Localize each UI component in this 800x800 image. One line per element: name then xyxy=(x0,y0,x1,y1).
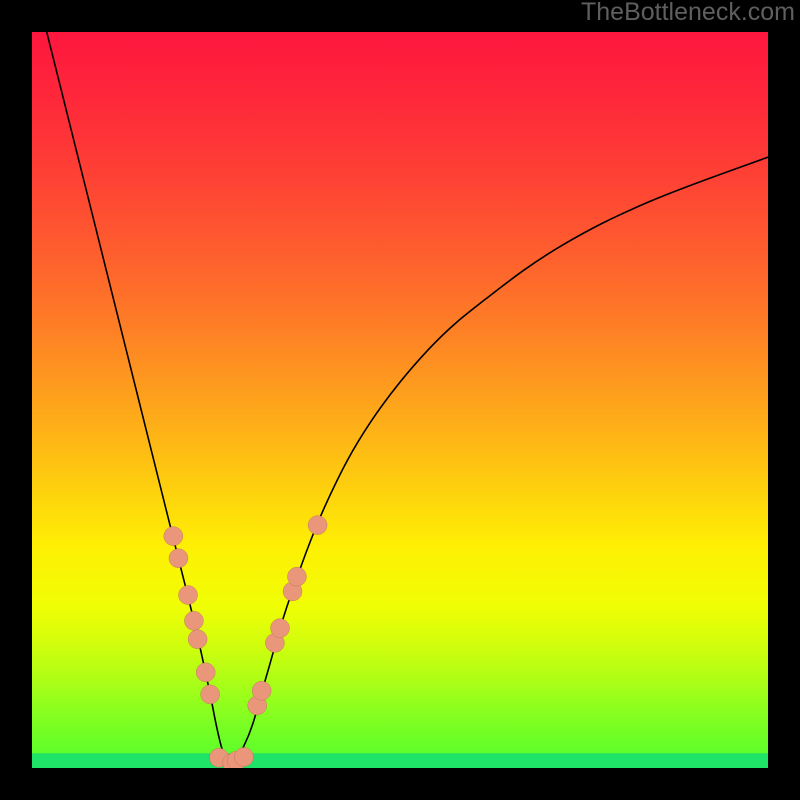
data-dot xyxy=(271,619,290,638)
data-dot xyxy=(196,663,215,682)
data-dot xyxy=(287,567,306,586)
plot-area xyxy=(32,32,768,768)
gradient-background xyxy=(32,32,768,768)
data-dot xyxy=(164,527,183,546)
data-dot xyxy=(188,630,207,649)
watermark-text: TheBottleneck.com xyxy=(581,0,795,25)
chart-stage: TheBottleneck.com xyxy=(0,0,800,800)
plot-svg xyxy=(32,32,768,768)
data-dot xyxy=(169,549,188,568)
data-dot xyxy=(252,681,271,700)
data-dot xyxy=(201,685,220,704)
data-dot xyxy=(184,611,203,630)
data-dot xyxy=(179,586,198,605)
data-dot xyxy=(308,516,327,535)
data-dot xyxy=(234,747,253,766)
bottom-band xyxy=(32,753,768,768)
